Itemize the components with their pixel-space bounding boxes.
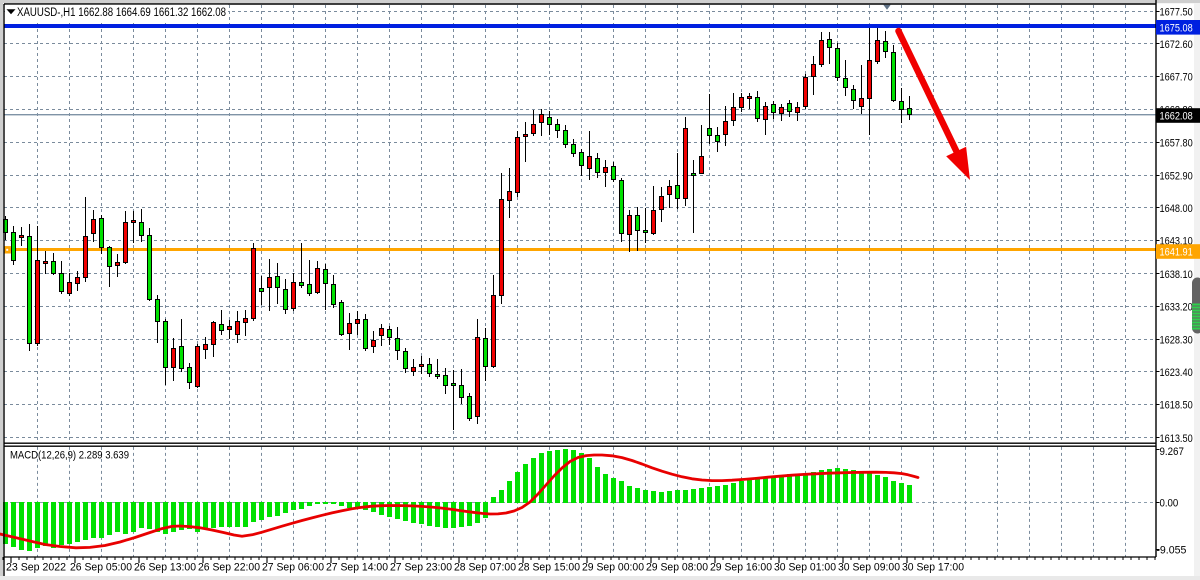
svg-text:27 Sep 06:00: 27 Sep 06:00 <box>262 562 324 574</box>
svg-text:1667.70: 1667.70 <box>1160 72 1193 84</box>
svg-text:28 Sep 07:00: 28 Sep 07:00 <box>454 562 516 574</box>
svg-text:28 Sep 15:00: 28 Sep 15:00 <box>518 562 580 574</box>
svg-text:26 Sep 22:00: 26 Sep 22:00 <box>198 562 260 574</box>
svg-text:1652.90: 1652.90 <box>1160 170 1193 182</box>
svg-text:1657.80: 1657.80 <box>1160 138 1193 150</box>
svg-text:29 Sep 16:00: 29 Sep 16:00 <box>710 562 772 574</box>
svg-text:XAUUSD-,H1 1662.88 1664.69 16: XAUUSD-,H1 1662.88 1664.69 1661.32 1662.… <box>17 5 226 19</box>
svg-text:1618.50: 1618.50 <box>1160 400 1193 412</box>
svg-text:1613.50: 1613.50 <box>1160 433 1193 445</box>
svg-text:1638.10: 1638.10 <box>1160 269 1193 281</box>
svg-text:27 Sep 14:00: 27 Sep 14:00 <box>326 562 388 574</box>
svg-text:MACD(12,26,9) 2.289 3.639: MACD(12,26,9) 2.289 3.639 <box>10 450 129 462</box>
svg-text:1677.50: 1677.50 <box>1160 6 1193 18</box>
svg-text:29 Sep 00:00: 29 Sep 00:00 <box>582 562 644 574</box>
svg-text:9.267: 9.267 <box>1160 446 1184 458</box>
svg-text:30 Sep 17:00: 30 Sep 17:00 <box>902 562 964 574</box>
svg-text:26 Sep 13:00: 26 Sep 13:00 <box>134 562 196 574</box>
svg-text:29 Sep 08:00: 29 Sep 08:00 <box>646 562 708 574</box>
svg-text:1623.40: 1623.40 <box>1160 367 1193 379</box>
svg-text:1662.08: 1662.08 <box>1160 111 1193 123</box>
svg-text:1628.30: 1628.30 <box>1160 334 1193 346</box>
svg-text:-9.055: -9.055 <box>1156 545 1186 557</box>
svg-text:23 Sep 2022: 23 Sep 2022 <box>6 562 66 574</box>
svg-text:1633.20: 1633.20 <box>1160 302 1193 314</box>
svg-text:1672.60: 1672.60 <box>1160 39 1193 51</box>
svg-text:30 Sep 01:00: 30 Sep 01:00 <box>774 562 836 574</box>
svg-text:1675.08: 1675.08 <box>1160 23 1193 35</box>
svg-text:0.00: 0.00 <box>1160 498 1179 510</box>
svg-text:30 Sep 09:00: 30 Sep 09:00 <box>838 562 900 574</box>
svg-text:1641.91: 1641.91 <box>1160 247 1193 259</box>
svg-text:27 Sep 23:00: 27 Sep 23:00 <box>390 562 452 574</box>
svg-text:1648.00: 1648.00 <box>1160 203 1193 215</box>
svg-text:26 Sep 05:00: 26 Sep 05:00 <box>70 562 132 574</box>
